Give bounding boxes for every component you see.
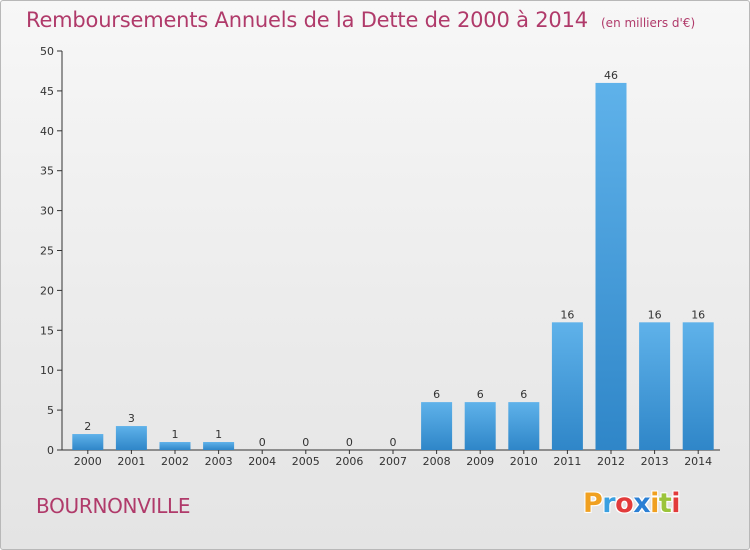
bar (72, 434, 104, 450)
y-tick-label: 35 (40, 165, 54, 178)
bar (682, 322, 714, 450)
bar-value-label: 0 (259, 436, 266, 449)
x-tick-label: 2002 (161, 455, 189, 468)
logo-letter: r (602, 488, 616, 519)
x-tick-label: 2009 (466, 455, 494, 468)
logo-letter: x (633, 488, 651, 519)
bar (595, 82, 627, 451)
y-tick-label: 10 (40, 364, 54, 377)
bar-value-label: 46 (604, 69, 618, 82)
chart-bars (72, 82, 714, 451)
bar (203, 442, 235, 450)
y-tick-label: 20 (40, 284, 54, 297)
logo-letter: i (650, 488, 659, 519)
y-tick-label: 40 (40, 125, 54, 138)
x-tick-label: 2005 (292, 455, 320, 468)
x-tick-label: 2011 (553, 455, 581, 468)
bar (639, 322, 671, 450)
place-name: BOURNONVILLE (36, 494, 191, 518)
chart-labels: 2000 2 2001 3 2002 1 2003 1 2004 0 2005 0 2006 0 2007 0… (74, 69, 712, 468)
logo-letter: t (658, 488, 672, 519)
x-tick-label: 2008 (423, 455, 451, 468)
bar-value-label: 1 (215, 428, 222, 441)
x-tick-label: 2010 (510, 455, 538, 468)
logo-letter: P (583, 488, 603, 519)
y-tick-label: 45 (40, 85, 54, 98)
bar-value-label: 6 (433, 388, 440, 401)
y-tick-label: 15 (40, 324, 54, 337)
bar-value-label: 16 (560, 308, 574, 321)
logo-letter: o (615, 488, 634, 519)
bar (115, 426, 147, 450)
chart-title: Remboursements Annuels de la Dette de 20… (26, 8, 588, 32)
y-tick-label: 25 (40, 245, 54, 258)
bar-value-label: 2 (84, 420, 91, 433)
x-tick-label: 2014 (684, 455, 712, 468)
bar (159, 442, 191, 450)
logo-letter: i (671, 488, 681, 519)
title-row: Remboursements Annuels de la Dette de 20… (26, 8, 695, 32)
bar (508, 402, 540, 450)
x-tick-label: 2013 (641, 455, 669, 468)
bar-value-label: 0 (390, 436, 397, 449)
bar-value-label: 0 (302, 436, 309, 449)
y-tick-label: 50 (40, 45, 54, 58)
x-tick-label: 2012 (597, 455, 625, 468)
bar (551, 322, 583, 450)
x-tick-label: 2000 (74, 455, 102, 468)
x-tick-label: 2004 (248, 455, 276, 468)
bar-value-label: 6 (477, 388, 484, 401)
x-tick-label: 2001 (117, 455, 145, 468)
bar-value-label: 3 (128, 412, 135, 425)
y-tick-label: 5 (47, 404, 54, 417)
bar (464, 402, 496, 450)
x-tick-label: 2006 (335, 455, 363, 468)
y-tick-label: 30 (40, 205, 54, 218)
x-tick-label: 2003 (205, 455, 233, 468)
bar-value-label: 1 (172, 428, 179, 441)
bar-value-label: 6 (520, 388, 527, 401)
bar-value-label: 0 (346, 436, 353, 449)
bar-value-label: 16 (691, 308, 705, 321)
proxiti-logo: Proxiti (583, 488, 681, 519)
chart-unit: (en milliers d'€) (601, 16, 696, 30)
x-tick-label: 2007 (379, 455, 407, 468)
bar-value-label: 16 (648, 308, 662, 321)
bar (421, 402, 453, 450)
y-tick-label: 0 (47, 444, 54, 457)
